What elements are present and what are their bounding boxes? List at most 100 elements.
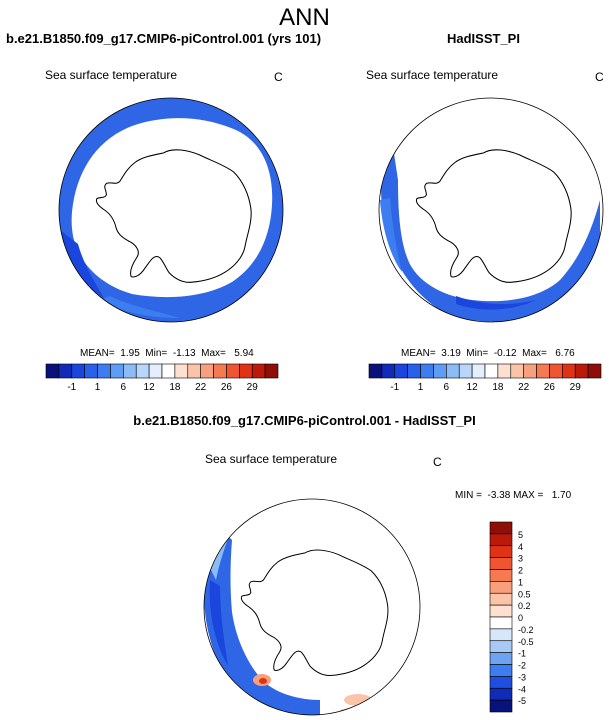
- colorbar-swatch: [489, 604, 513, 618]
- panel2-units-label: C: [595, 70, 604, 84]
- colorbar-tick-label: -1: [390, 382, 399, 393]
- difference-negative-field: [204, 530, 320, 715]
- colorbar-swatch: [200, 363, 214, 379]
- panel1-units-label: C: [274, 70, 283, 84]
- colorbar-swatch: [239, 363, 253, 379]
- colorbar-tick-label: -0.2: [518, 625, 534, 635]
- colorbar-swatch: [549, 363, 563, 379]
- colorbar-swatch: [489, 521, 513, 535]
- colorbar-swatch: [264, 363, 279, 379]
- difference-colorbar: 5 4 3 21 0.5 0.2 0 -0.2 -0.5 -1 -2-3 -4 -5: [489, 521, 534, 713]
- colorbar-tick-label: -3: [518, 672, 526, 682]
- colorbar-tick-label: -0.5: [518, 637, 534, 647]
- colorbar-tick-label: 3: [518, 554, 523, 564]
- colorbar-swatch: [471, 363, 486, 379]
- colorbar-tick-label: 2: [518, 566, 523, 576]
- colorbar-tick-label: 12: [467, 382, 479, 393]
- panel1-case-title: b.e21.B1850.f09_g17.CMIP6-piControl.001 …: [6, 31, 322, 46]
- colorbar-swatch: [58, 363, 73, 379]
- difference-title: b.e21.B1850.f09_g17.CMIP6-piControl.001 …: [133, 413, 476, 428]
- colorbar-tick-label: 12: [144, 382, 156, 393]
- colorbar-tick-label: 6: [444, 382, 450, 393]
- colorbar-swatch: [161, 363, 176, 379]
- colorbar-tick-label: -4: [518, 684, 526, 694]
- colorbar-tick-label: -2: [518, 661, 526, 671]
- colorbar-swatch: [489, 628, 513, 642]
- colorbar-swatch: [510, 363, 524, 379]
- panel2-map: [378, 97, 604, 323]
- colorbar-swatch: [489, 664, 513, 677]
- colorbar-tick-label: -5: [518, 696, 526, 706]
- colorbar-swatch: [484, 363, 499, 379]
- colorbar-swatch: [381, 363, 396, 379]
- colorbar-swatch: [71, 363, 85, 379]
- panel2-stats: MEAN= 3.19 Min= -0.12 Max= 6.76: [401, 348, 575, 359]
- colorbar-swatch: [489, 533, 513, 547]
- colorbar-tick-label: 1: [418, 382, 424, 393]
- colorbar-swatch: [489, 652, 513, 665]
- colorbar-tick-label: 18: [492, 382, 504, 393]
- panel1-colorbar: -1 1 6 12 18 22 26 29: [45, 363, 279, 393]
- colorbar-swatch: [368, 363, 383, 379]
- panel2-case-title: HadISST_PI: [447, 31, 520, 46]
- colorbar-tick-label: 0: [518, 613, 523, 623]
- colorbar-swatch: [489, 592, 513, 606]
- colorbar-swatch: [523, 363, 537, 379]
- difference-stats: MIN = -3.38 MAX = 1.70: [455, 490, 572, 501]
- colorbar-tick-label: 26: [221, 382, 233, 393]
- colorbar-swatch: [458, 363, 473, 379]
- difference-variable-label: Sea surface temperature: [205, 452, 338, 466]
- colorbar-tick-label: 22: [518, 382, 530, 393]
- panel2-variable-label: Sea surface temperature: [366, 68, 499, 82]
- colorbar-tick-label: 29: [570, 382, 582, 393]
- colorbar-tick-label: 18: [169, 382, 181, 393]
- colorbar-swatch: [45, 363, 60, 379]
- colorbar-tick-label: 22: [195, 382, 207, 393]
- colorbar-swatch: [562, 363, 576, 379]
- colorbar-tick-label: -1: [67, 382, 76, 393]
- colorbar-swatch: [174, 363, 189, 379]
- colorbar-swatch: [489, 676, 513, 689]
- colorbar-swatch: [251, 363, 266, 379]
- colorbar-swatch: [420, 363, 434, 379]
- colorbar-swatch: [123, 363, 137, 379]
- colorbar-tick-label: 1: [518, 577, 523, 587]
- colorbar-swatch: [489, 581, 513, 594]
- colorbar-swatch: [433, 363, 447, 379]
- colorbar-swatch: [135, 363, 150, 379]
- colorbar-swatch: [148, 363, 163, 379]
- colorbar-swatch: [407, 363, 421, 379]
- colorbar-swatch: [446, 363, 460, 379]
- colorbar-swatch: [489, 569, 513, 582]
- colorbar-tick-label: 0.2: [518, 601, 531, 611]
- difference-units-label: C: [433, 455, 442, 469]
- colorbar-swatch: [497, 363, 512, 379]
- colorbar-swatch: [187, 363, 201, 379]
- colorbar-swatch: [226, 363, 240, 379]
- colorbar-swatch: [536, 363, 550, 379]
- panel1-variable-label: Sea surface temperature: [45, 68, 178, 82]
- colorbar-tick-label: 1: [95, 382, 101, 393]
- panel1-map: [58, 97, 284, 323]
- colorbar-swatch: [587, 363, 602, 379]
- panel1-stats: MEAN= 1.95 Min= -1.13 Max= 5.94: [80, 348, 254, 359]
- colorbar-swatch: [574, 363, 589, 379]
- colorbar-swatch: [489, 616, 513, 630]
- colorbar-tick-label: 5: [518, 530, 523, 540]
- colorbar-swatch: [97, 363, 111, 379]
- colorbar-swatch: [213, 363, 227, 379]
- colorbar-tick-label: 4: [518, 542, 523, 552]
- panel2-colorbar: -1 1 6 12 18 22 26 29: [368, 363, 602, 393]
- colorbar-swatch: [489, 557, 513, 570]
- colorbar-swatch: [84, 363, 98, 379]
- colorbar-tick-label: 6: [121, 382, 127, 393]
- colorbar-tick-label: -1: [518, 649, 526, 659]
- colorbar-swatch: [489, 687, 513, 701]
- colorbar-swatch: [394, 363, 408, 379]
- colorbar-swatch: [489, 640, 513, 653]
- colorbar-swatch: [489, 699, 513, 713]
- colorbar-tick-label: 26: [544, 382, 556, 393]
- main-title: ANN: [279, 4, 330, 31]
- colorbar-tick-label: 29: [247, 382, 259, 393]
